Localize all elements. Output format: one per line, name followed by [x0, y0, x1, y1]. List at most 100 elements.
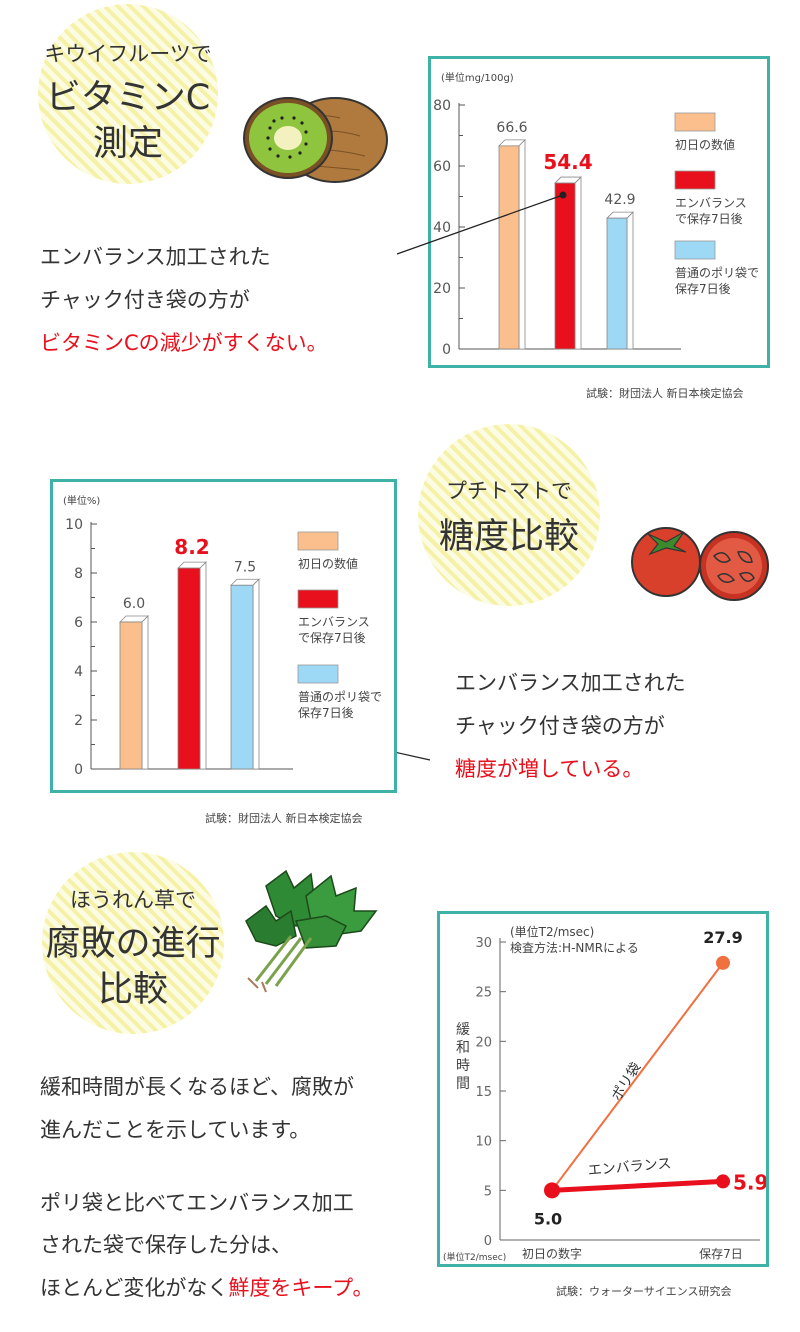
- bar: [554, 182, 576, 350]
- data-point: [716, 955, 730, 970]
- spinach-para2-line3: ほとんど変化がなく鮮度をキープ。: [40, 1265, 373, 1311]
- spinach-source: 試験：ウォーターサイエンス研究会: [556, 1285, 732, 1298]
- tomato-illustration: [631, 527, 769, 601]
- badge-tomato-title: 糖度比較: [438, 517, 579, 557]
- vitamin-c-chart-frame: (単位mg/100g) 0 20 40 60 80 66.6 54.4 42.9 初日の数値エンバ…: [428, 56, 770, 368]
- relaxation-chart: 051015202530(単位T2/msec)検査方法:H-NMRによる緩和時間…: [443, 924, 766, 1263]
- tomato-text-line1: エンバランス加工された: [455, 671, 686, 695]
- y-tick-label: 2: [74, 713, 83, 729]
- badge-spinach-title-line2: 比較: [97, 970, 168, 1010]
- value-label: 7.5: [234, 559, 256, 575]
- spinach-para2-line3-text: ほとんど変化がなく: [40, 1276, 229, 1300]
- y-tick-label: 10: [475, 1135, 492, 1150]
- value-label: 42.9: [604, 192, 635, 208]
- y-axis-label-char: 緩: [456, 1022, 470, 1038]
- x-tick-label: 保存7日: [699, 1247, 743, 1261]
- y-tick-label: 8: [74, 566, 83, 582]
- badge-tomato: [418, 424, 600, 606]
- legend-label: 保存7日後: [675, 282, 731, 296]
- legend-label: で保存7日後: [675, 212, 743, 226]
- data-point: [716, 1174, 730, 1189]
- y-tick-label: 20: [433, 281, 451, 297]
- y-tick-label: 30: [475, 936, 492, 951]
- y-tick-label: 0: [442, 342, 451, 358]
- series-label: ポリ袋: [609, 1060, 645, 1104]
- badge-kiwi-title-line1: ビタミンC: [45, 78, 211, 118]
- bar-side: [141, 615, 149, 770]
- kiwi-text-line2: チャック付き袋の方が: [40, 288, 250, 312]
- legend-label: 初日の数値: [675, 137, 735, 152]
- badge-kiwi: [38, 4, 218, 184]
- bar: [230, 584, 254, 770]
- spinach-keep-fresh-text: 鮮度をキープ。: [228, 1276, 374, 1300]
- unit-label: (単位mg/100g): [441, 71, 514, 84]
- legend-swatch: [297, 531, 339, 551]
- y-tick-label: 15: [475, 1085, 492, 1100]
- bar: [498, 145, 520, 350]
- y-tick-label: 6: [74, 615, 83, 631]
- value-label: 6.0: [123, 596, 145, 612]
- y-tick-label: 60: [433, 159, 451, 175]
- y-axis-label-char: 間: [456, 1076, 470, 1092]
- bar: [177, 567, 201, 770]
- x-tick-label: 初日の数字: [522, 1246, 582, 1261]
- unit-label: (単位%): [63, 494, 100, 507]
- series-line: [551, 1178, 724, 1193]
- bar-side: [252, 578, 260, 770]
- value-label: 5.9: [733, 1170, 766, 1194]
- legend-swatch: [297, 664, 339, 684]
- method-label: 検査方法:H-NMRによる: [510, 940, 639, 955]
- y-tick-label: 20: [475, 1035, 492, 1050]
- legend-label: で保存7日後: [298, 631, 366, 645]
- start-value-label: 5.0: [534, 1209, 562, 1228]
- legend-label: エンバランス: [675, 196, 747, 210]
- y-tick-label: 10: [65, 517, 83, 533]
- y-axis-label-char: 時: [456, 1058, 470, 1074]
- y-tick-label: 5: [484, 1184, 492, 1199]
- spinach-para1-line2: 進んだことを示しています。: [40, 1118, 311, 1142]
- y-tick-label: 25: [475, 986, 492, 1001]
- kiwi-illustration: [243, 97, 388, 183]
- kiwi-source: 試験：財団法人 新日本検定協会: [586, 387, 744, 400]
- sugar-chart: (単位%) 0 2 4 6 8 10 6.0 8.2 7.5 初日の数値エンバランスで保存7日後普通…: [63, 494, 382, 778]
- bar: [606, 217, 628, 350]
- legend-label: 普通のポリ袋で: [675, 266, 759, 280]
- legend-label: 普通のポリ袋で: [298, 690, 382, 704]
- badge-kiwi-subtitle: キウイフルーツで: [44, 42, 212, 66]
- spinach-para2-line1: ポリ袋と比べてエンバランス加工: [40, 1191, 354, 1215]
- tomato-text-line2: チャック付き袋の方が: [455, 714, 665, 738]
- badge-tomato-subtitle: プチトマトで: [446, 479, 572, 503]
- legend-swatch: [297, 589, 339, 609]
- y-tick-label: 80: [433, 98, 451, 114]
- value-label: 54.4: [543, 150, 592, 174]
- bar-side: [574, 176, 582, 350]
- series-label: エンバランス: [587, 1156, 672, 1179]
- y-tick-label: 40: [433, 220, 451, 236]
- kiwi-text-line3: ビタミンCの減少がすくない。: [40, 331, 328, 355]
- start-point: [544, 1182, 560, 1199]
- badge-spinach: [42, 852, 224, 1034]
- y-axis-label-char: 和: [456, 1040, 470, 1056]
- y-tick-label: 0: [74, 762, 83, 778]
- badge-spinach-subtitle: ほうれん草で: [70, 888, 196, 912]
- value-label: 27.9: [703, 928, 742, 947]
- legend-swatch: [674, 240, 716, 260]
- series-line: [551, 962, 724, 1191]
- legend-label: 初日の数値: [298, 556, 358, 571]
- unit-label: (単位T2/msec): [510, 924, 594, 939]
- tomato-source: 試験：財団法人 新日本検定協会: [205, 812, 363, 825]
- value-label: 66.6: [496, 120, 527, 136]
- x-unit-label: (単位T2/msec): [443, 1251, 506, 1263]
- vitamin-c-chart: (単位mg/100g) 0 20 40 60 80 66.6 54.4 42.9 初日の数値エンバ…: [433, 71, 759, 358]
- legend-label: 保存7日後: [298, 706, 354, 720]
- relaxation-chart-frame: 0 5 10 15 20 25 30 (単位T2/msec) 検査方法:H-NMRによる緩和時間…: [437, 911, 769, 1267]
- kiwi-text-line1: エンバランス加工された: [40, 245, 271, 269]
- badge-kiwi-title-line2: 測定: [92, 124, 163, 164]
- spinach-para1-line1: 緩和時間が長くなるほど、腐敗が: [40, 1075, 354, 1099]
- y-tick-label: 4: [74, 664, 83, 680]
- spinach-para2-line2: された袋で保存した分は、: [40, 1233, 292, 1257]
- value-label: 8.2: [174, 535, 209, 559]
- spinach-illustration: [245, 869, 378, 993]
- legend-label: エンバランス: [298, 615, 370, 629]
- y-tick-label: 0: [484, 1234, 492, 1249]
